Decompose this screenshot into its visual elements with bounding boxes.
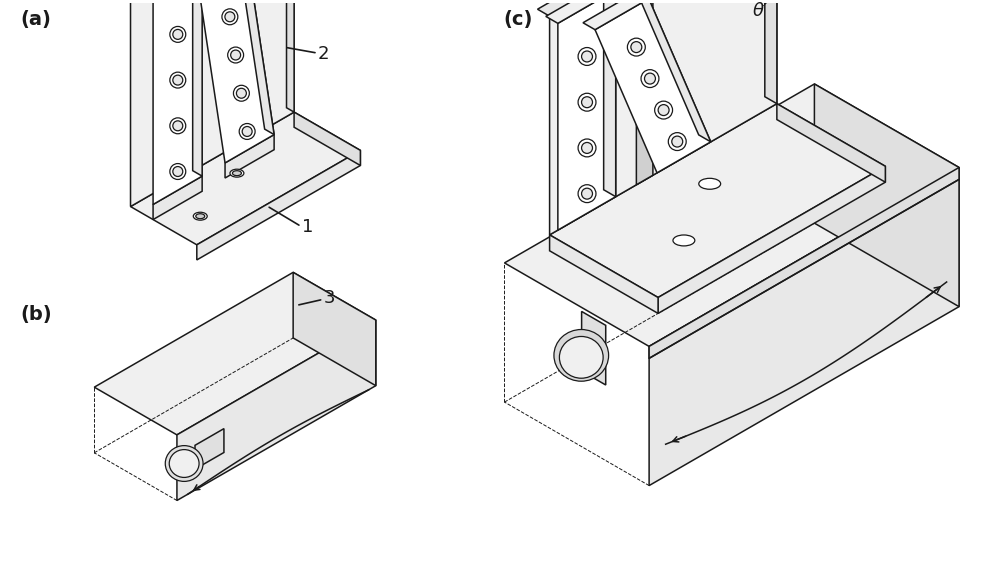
Ellipse shape [582,97,592,108]
Text: (c): (c) [503,10,532,29]
Ellipse shape [231,50,241,60]
Ellipse shape [169,449,199,477]
Ellipse shape [554,329,609,381]
Polygon shape [177,320,376,500]
Ellipse shape [631,41,642,52]
Ellipse shape [196,214,205,219]
Ellipse shape [170,72,186,88]
Polygon shape [546,0,616,23]
Ellipse shape [239,124,255,139]
Polygon shape [225,135,274,178]
Polygon shape [94,272,376,435]
Text: (b): (b) [21,304,52,324]
Ellipse shape [668,132,686,150]
Ellipse shape [578,93,596,111]
Ellipse shape [173,29,183,40]
Text: θ′: θ′ [753,2,768,20]
Polygon shape [293,272,376,386]
Polygon shape [197,150,360,260]
Polygon shape [765,0,777,104]
Polygon shape [649,167,959,486]
Ellipse shape [699,178,721,189]
Polygon shape [814,84,959,307]
Ellipse shape [672,136,683,147]
Polygon shape [199,0,274,163]
Text: 2: 2 [318,45,330,62]
Ellipse shape [228,47,244,63]
Polygon shape [636,0,653,185]
Ellipse shape [225,12,235,22]
Polygon shape [294,112,360,166]
Polygon shape [153,176,202,220]
Polygon shape [131,112,360,245]
Polygon shape [649,167,959,359]
Ellipse shape [170,118,186,134]
Polygon shape [550,0,777,235]
Ellipse shape [170,26,186,43]
Ellipse shape [165,445,203,482]
Ellipse shape [173,167,183,177]
Ellipse shape [173,121,183,131]
Ellipse shape [233,85,249,101]
Ellipse shape [578,48,596,65]
Ellipse shape [173,75,183,85]
Ellipse shape [242,127,252,136]
Ellipse shape [230,169,244,177]
Polygon shape [558,0,616,230]
Text: 3: 3 [324,289,335,307]
Ellipse shape [641,69,659,87]
Ellipse shape [222,9,238,24]
Ellipse shape [578,185,596,203]
Ellipse shape [582,188,592,199]
Polygon shape [658,166,885,314]
Ellipse shape [645,73,655,84]
Polygon shape [550,235,658,314]
Polygon shape [193,0,202,176]
Text: 1: 1 [302,218,313,236]
Ellipse shape [170,164,186,180]
Ellipse shape [559,336,603,378]
Text: (a): (a) [21,10,52,29]
Polygon shape [131,0,294,206]
Polygon shape [195,429,224,469]
Polygon shape [538,0,777,16]
Polygon shape [550,104,885,297]
Polygon shape [637,0,711,142]
Ellipse shape [673,235,695,246]
Polygon shape [777,104,885,182]
Ellipse shape [655,101,673,119]
Polygon shape [582,311,606,385]
Polygon shape [595,0,711,173]
Ellipse shape [658,104,669,115]
Polygon shape [604,0,616,196]
Ellipse shape [232,171,241,175]
Ellipse shape [236,88,246,98]
Ellipse shape [578,139,596,157]
Polygon shape [238,0,274,135]
Ellipse shape [627,38,645,56]
Polygon shape [583,0,649,30]
Ellipse shape [193,212,207,220]
Polygon shape [287,0,294,112]
Polygon shape [504,84,959,346]
Ellipse shape [582,51,592,62]
Ellipse shape [582,142,592,153]
Polygon shape [153,0,202,205]
